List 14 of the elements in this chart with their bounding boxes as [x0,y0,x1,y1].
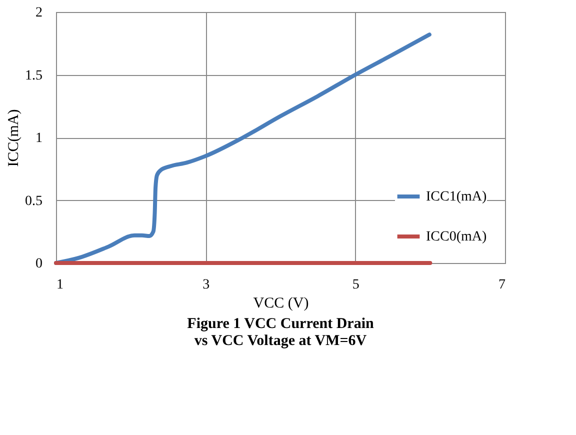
x-tick-label: 3 [202,278,210,292]
y-tick-label: 1 [36,131,42,146]
x-tick-label: 7 [498,278,506,292]
y-axis-title: ICC(mA) [6,109,22,167]
y-tick-label: 1.5 [25,68,42,84]
x-axis-title: VCC (V) [253,296,309,312]
legend-label: ICC0(mA) [426,230,487,244]
y-tick-label: 0 [36,256,42,272]
legend-label: ICC1(mA) [426,190,487,204]
y-tick-label: 0.5 [25,194,42,209]
y-tick-label: 2 [36,6,42,20]
text: Figure 1 VCC Current Drain vs VCC Voltage at VM=6V [187,316,374,349]
x-tick-label: 1 [56,278,64,292]
x-tick-label: 5 [352,278,360,292]
